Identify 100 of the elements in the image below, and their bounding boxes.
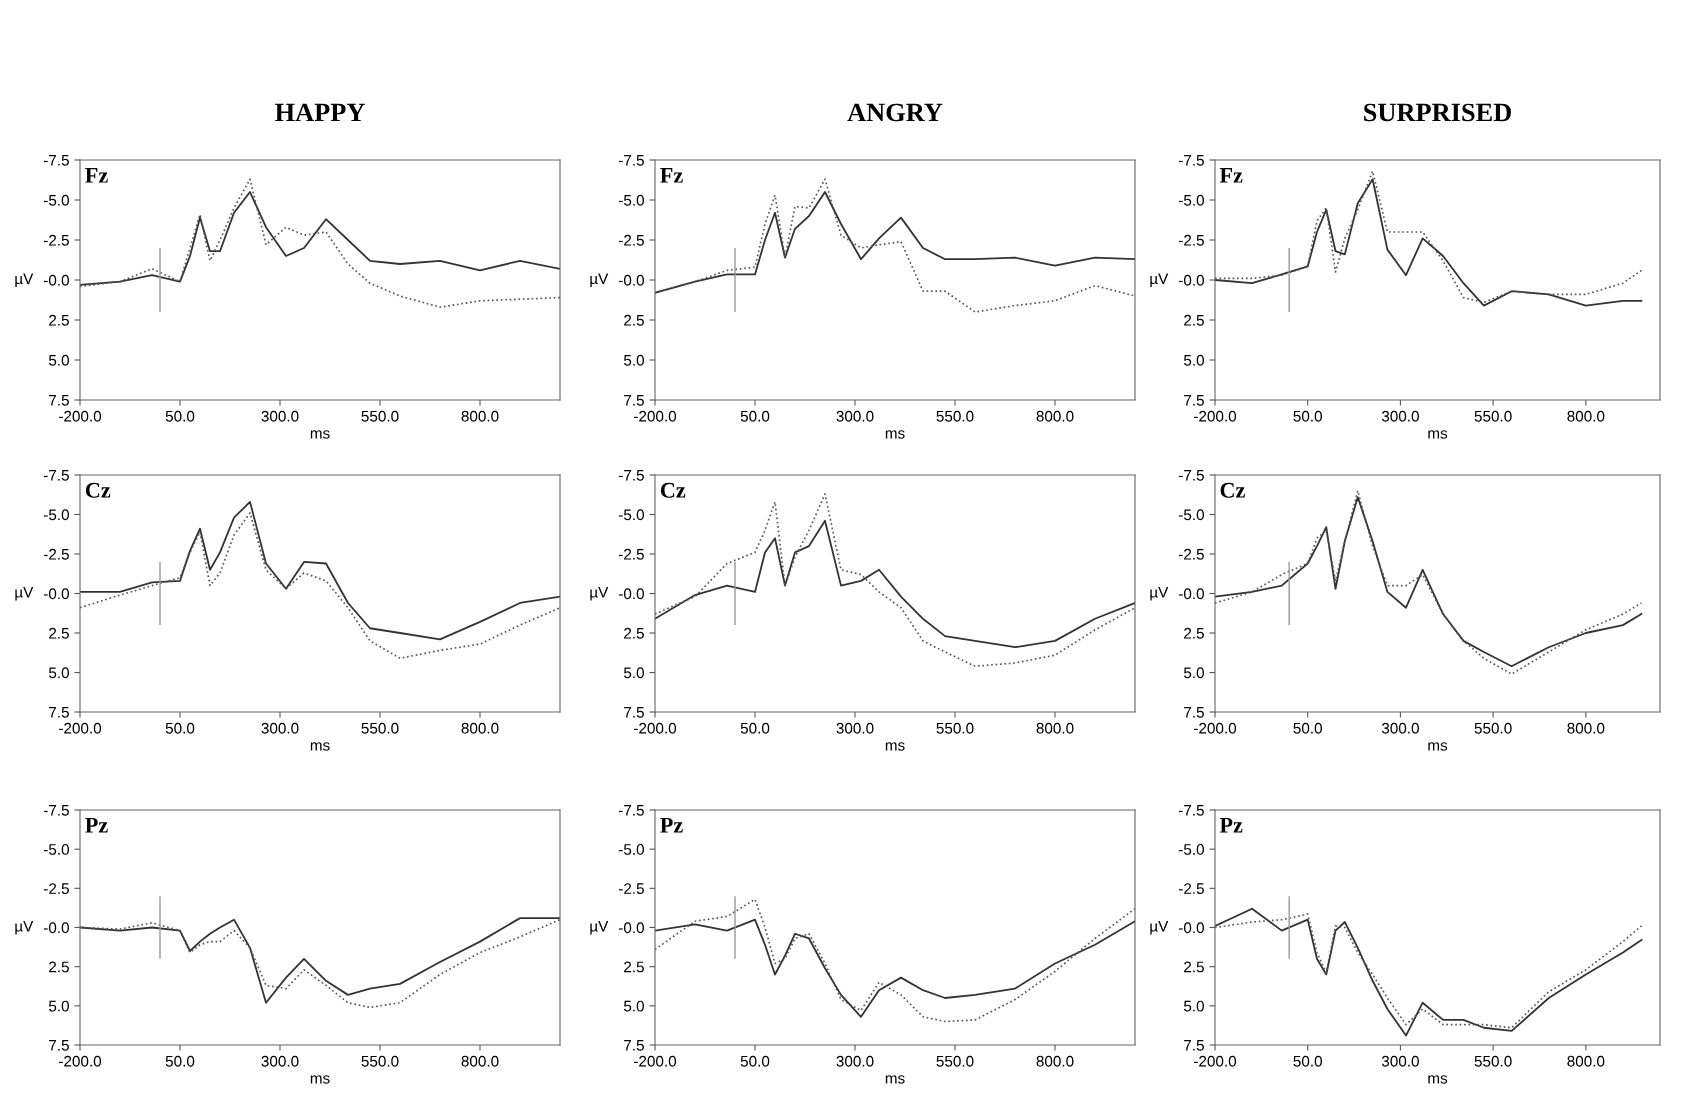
x-tick-label: -200.0	[1194, 410, 1237, 422]
y-tick-label: -7.5	[43, 470, 69, 481]
x-tick-label: 800.0	[1567, 722, 1605, 734]
annotation: Fz	[85, 168, 108, 183]
y-axis-title: µV	[15, 586, 34, 601]
x-tick-label: 300.0	[261, 1055, 299, 1067]
y-axis-title: µV	[15, 920, 34, 935]
x-tick-label: 300.0	[836, 410, 874, 422]
y-tick-label: -5.0	[618, 844, 644, 855]
x-tick-label: -200.0	[1194, 722, 1237, 734]
x-tick-label: 300.0	[836, 1055, 874, 1067]
x-tick-label: 300.0	[1381, 410, 1419, 422]
x-axis-title: ms	[885, 742, 905, 751]
chart-title: HAPPY	[275, 103, 365, 122]
y-tick-label: -2.5	[1178, 548, 1204, 560]
x-tick-label: 800.0	[1036, 410, 1074, 422]
x-axis-title: ms	[1428, 742, 1448, 751]
x-tick-label: 50.0	[165, 1055, 195, 1067]
y-tick-label: -7.5	[1178, 470, 1204, 481]
x-axis-title: ms	[310, 742, 330, 751]
y-tick-label: 5.0	[1183, 667, 1204, 679]
line-series	[655, 191, 1135, 294]
y-tick-label: 5.0	[48, 667, 69, 679]
x-tick-label: 800.0	[1036, 722, 1074, 734]
y-tick-label: -0.0	[1178, 588, 1204, 600]
y-tick-label: 7.5	[49, 1040, 69, 1051]
y-tick-label: -5.0	[1178, 844, 1204, 855]
x-tick-label: 800.0	[461, 410, 499, 422]
y-tick-label: 2.5	[49, 961, 69, 973]
y-tick-label: -2.5	[43, 234, 69, 246]
y-axis-title: µV	[590, 586, 609, 601]
y-tick-label: -7.5	[618, 155, 644, 166]
x-axis-title: ms	[885, 430, 905, 439]
annotation: Pz	[85, 817, 108, 833]
x-tick-label: 800.0	[1567, 410, 1605, 422]
x-tick-label: 300.0	[1381, 1055, 1419, 1067]
y-axis-title: µV	[1150, 273, 1169, 288]
chart-title: SURPRISED	[1364, 103, 1511, 122]
x-axis-title: ms	[1428, 1075, 1448, 1084]
y-tick-label: 7.5	[1184, 1040, 1204, 1051]
x-tick-label: 550.0	[936, 722, 974, 734]
x-tick-label: -200.0	[1194, 1055, 1237, 1067]
x-tick-label: -200.0	[59, 1055, 102, 1067]
y-tick-label: -2.5	[618, 234, 644, 246]
x-tick-label: 50.0	[1293, 410, 1322, 422]
annotation: Fz	[660, 168, 683, 183]
y-tick-label: -0.0	[1178, 274, 1204, 286]
y-axis-title: µV	[590, 920, 609, 935]
y-axis-title: µV	[1150, 586, 1169, 601]
y-tick-label: -0.0	[43, 274, 69, 286]
x-tick-label: 50.0	[1293, 1055, 1322, 1067]
x-tick-label: 550.0	[1474, 722, 1512, 734]
y-tick-label: 5.0	[48, 1000, 69, 1012]
y-tick-label: -2.5	[618, 883, 644, 895]
x-tick-label: 800.0	[1567, 1055, 1605, 1067]
y-tick-label: 2.5	[49, 627, 69, 639]
x-tick-label: 550.0	[361, 410, 399, 422]
y-tick-label: -0.0	[1178, 922, 1204, 934]
y-tick-label: -7.5	[618, 470, 644, 481]
x-axis-title: ms	[885, 1075, 905, 1084]
y-tick-label: 5.0	[1183, 1000, 1204, 1012]
x-tick-label: -200.0	[59, 410, 102, 422]
y-axis-title: µV	[15, 273, 34, 288]
y-tick-label: -5.0	[618, 194, 644, 206]
x-tick-label: 550.0	[1474, 1055, 1512, 1067]
y-tick-label: 2.5	[624, 627, 644, 639]
y-tick-label: 7.5	[1184, 707, 1204, 718]
y-tick-label: -0.0	[43, 922, 69, 934]
x-tick-label: -200.0	[634, 1055, 677, 1067]
y-tick-label: 5.0	[48, 354, 69, 366]
y-tick-label: 7.5	[49, 707, 69, 718]
x-tick-label: 550.0	[936, 410, 974, 422]
y-tick-label: -5.0	[43, 194, 69, 206]
y-tick-label: -2.5	[1178, 234, 1204, 246]
x-tick-label: 50.0	[740, 722, 770, 734]
line-series	[655, 519, 1135, 649]
y-tick-label: -2.5	[43, 883, 69, 895]
y-tick-label: -7.5	[1178, 155, 1204, 166]
x-tick-label: -200.0	[634, 410, 677, 422]
x-tick-label: 50.0	[165, 722, 195, 734]
x-tick-label: 800.0	[461, 1055, 499, 1067]
x-tick-label: 50.0	[740, 410, 770, 422]
y-tick-label: -7.5	[618, 805, 644, 816]
y-tick-label: -5.0	[1178, 509, 1204, 521]
y-tick-label: 2.5	[1184, 627, 1204, 639]
line-series	[80, 191, 560, 286]
annotation: Cz	[1220, 482, 1245, 498]
y-tick-label: -7.5	[43, 155, 69, 166]
x-tick-label: -200.0	[59, 722, 102, 734]
x-axis-title: ms	[310, 1075, 330, 1084]
y-tick-label: -5.0	[43, 844, 69, 855]
x-tick-label: 300.0	[836, 722, 874, 734]
y-tick-label: 2.5	[1184, 314, 1204, 326]
y-axis-title: µV	[590, 273, 609, 288]
y-tick-label: 2.5	[624, 961, 644, 973]
y-tick-label: -7.5	[43, 805, 69, 816]
y-tick-label: 5.0	[623, 354, 644, 366]
x-axis-title: ms	[1428, 430, 1448, 439]
y-tick-label: -5.0	[618, 509, 644, 521]
x-tick-label: 300.0	[261, 722, 299, 734]
